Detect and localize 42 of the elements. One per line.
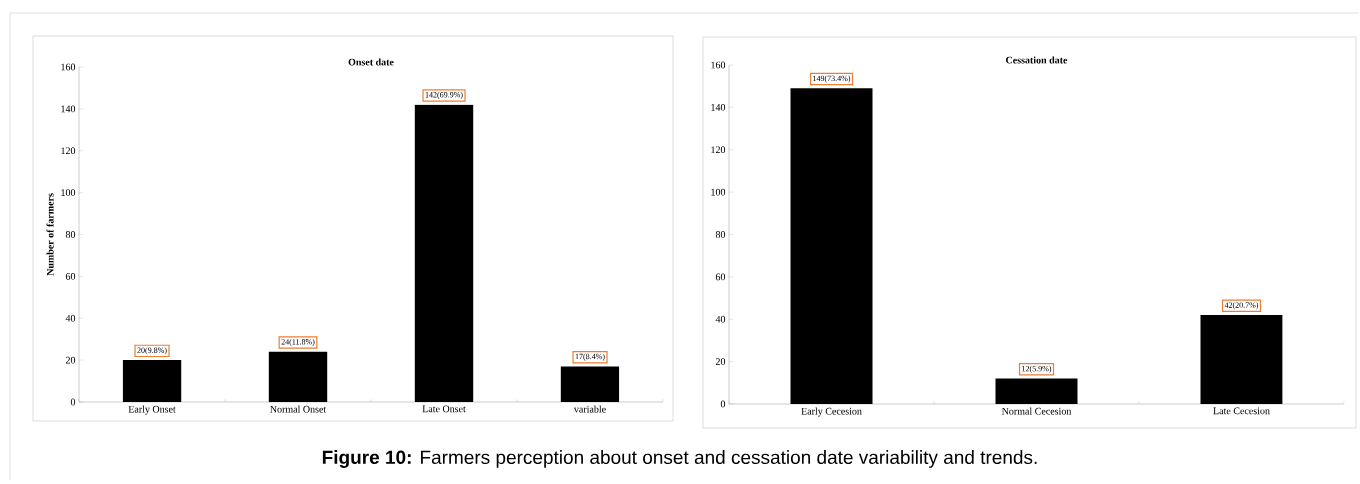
bar [414,104,474,402]
y-tick-label: 80 [65,231,76,238]
y-tick-label: 40 [715,315,726,323]
data-label: 24(11.8%) [281,338,315,347]
data-label: 142(69.9%) [425,91,463,100]
y-tick-label: 20 [715,358,726,365]
bar [560,366,620,402]
x-tick-label: Early Cecesion [801,407,862,417]
x-tick-label: Late Cecesion [1213,407,1270,415]
x-tick-label: Normal Cecesion [1001,407,1072,415]
data-label: 42(20.7%) [1224,302,1259,310]
y-tick-label: 100 [711,188,726,196]
y-tick-label: 20 [65,356,76,364]
y-tick-label: 60 [715,273,726,281]
bar [1200,315,1283,404]
y-tick-label: 100 [61,189,76,196]
text: Figure 10: Farmers perception about onset and cessation date variability and trends. [322,450,1037,468]
y-tick-label: 0 [720,400,726,408]
x-tick-label: Late Onset [422,405,466,413]
x-tick-label: variable [573,405,606,413]
y-tick-label: 140 [711,103,726,111]
y-tick-label: 0 [70,398,76,406]
y-tick-label: 80 [715,231,726,238]
data-label: 20(9.8%) [137,347,167,355]
y-tick-label: 120 [61,147,76,155]
x-tick-label: Early Onset [128,405,176,415]
data-label: 12(5.9%) [1022,365,1052,373]
y-tick-label: 140 [61,105,76,113]
x-tick-label: Normal Onset [270,405,327,413]
bar [268,351,328,402]
chart-title: Onset date [348,58,394,66]
bar [995,378,1078,404]
bar [122,360,182,402]
y-axis-title: Number of farmers [46,193,54,276]
data-label: 17(8.4%) [575,353,605,361]
y-tick-label: 160 [61,63,76,71]
y-tick-label: 120 [711,146,726,154]
y-tick-label: 160 [711,61,726,69]
data-label: 149(73.4%) [813,75,851,83]
chart-title: Cessation date [1006,56,1068,64]
y-tick-label: 40 [65,314,76,322]
y-tick-label: 60 [65,272,76,280]
